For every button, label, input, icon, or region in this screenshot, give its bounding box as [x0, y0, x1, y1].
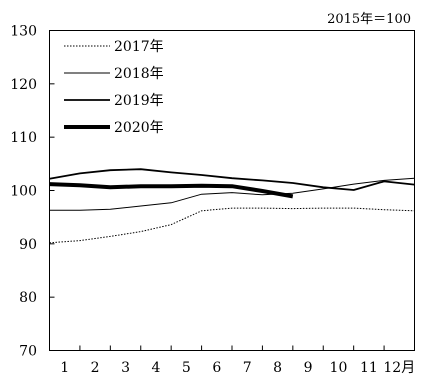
plot-frame: [49, 30, 415, 351]
x-tick-label: 3: [121, 360, 130, 376]
y-tick-label: 70: [19, 344, 37, 360]
x-tick-label: 6: [212, 360, 221, 376]
base-year-note: 2015年＝100: [327, 12, 411, 27]
x-tick-label: 5: [182, 360, 191, 376]
y-tick-label: 120: [10, 77, 37, 93]
y-tick-label: 80: [19, 290, 37, 306]
legend-label: 2019年: [114, 93, 164, 109]
legend-label: 2020年: [114, 120, 164, 136]
x-tick-label: 9: [304, 360, 313, 376]
x-tick-label: 1: [60, 360, 69, 376]
x-tick-label: 7: [243, 360, 252, 376]
y-tick-label: 90: [19, 237, 37, 253]
legend-label: 2017年: [114, 39, 164, 55]
series-lines: [49, 168, 415, 244]
legend-label: 2018年: [114, 66, 164, 82]
legend: 2017年 2018年 2019年 2020年: [64, 39, 164, 136]
y-tick-label: 110: [10, 130, 37, 146]
x-tick-label: 10: [330, 360, 348, 376]
x-tick-label: 4: [151, 360, 160, 376]
x-tick-label: 2: [91, 360, 100, 376]
series-line: [49, 182, 294, 199]
x-tick-label: 12月: [383, 360, 415, 376]
y-tick-label: 130: [10, 24, 37, 40]
y-axis-ticks: 70 80 90 100 110 120 130: [10, 24, 55, 360]
x-tick-label: 8: [273, 360, 282, 376]
x-tick-label: 11: [360, 360, 378, 376]
x-axis-ticks: 1 2 3 4 5 6 7 8 9 10 11 12月: [60, 345, 415, 376]
y-tick-label: 100: [10, 184, 37, 200]
series-line: [49, 177, 415, 211]
series-line: [49, 207, 415, 244]
series-line: [49, 168, 415, 191]
